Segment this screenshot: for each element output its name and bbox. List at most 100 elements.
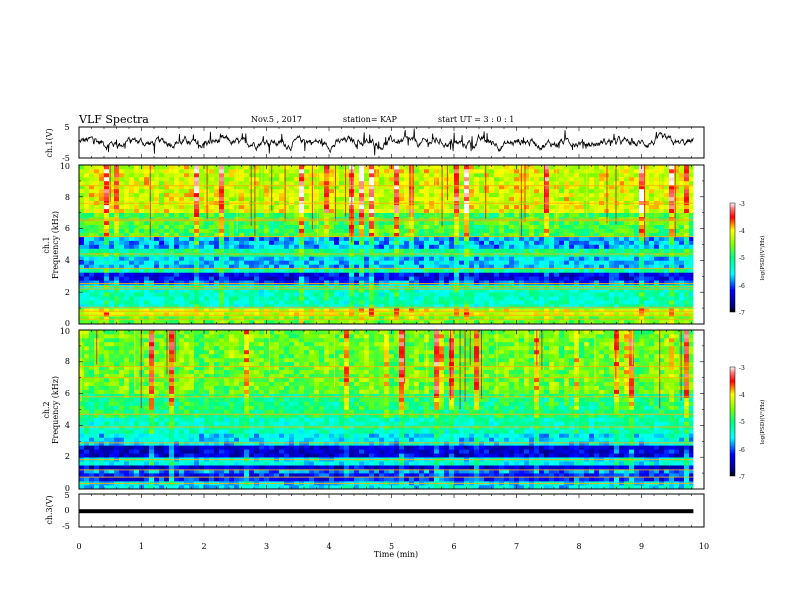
spectrogram-cell bbox=[204, 312, 209, 317]
spectrogram-cell bbox=[549, 304, 554, 309]
spectrogram-cell bbox=[359, 224, 364, 229]
spectrogram-cell bbox=[669, 252, 674, 257]
spectrogram-cell bbox=[299, 304, 304, 309]
spectrogram-cell bbox=[644, 188, 649, 194]
spectrogram-cell bbox=[459, 248, 464, 253]
spectrogram-cell bbox=[424, 256, 429, 261]
spectrogram-cell bbox=[334, 308, 339, 313]
spectrogram-cell bbox=[379, 236, 384, 241]
spectrogram-cell bbox=[354, 196, 359, 202]
spectrogram-cell bbox=[309, 268, 314, 273]
spectrogram-cell bbox=[154, 268, 159, 273]
spectrogram-cell bbox=[84, 236, 89, 241]
spectrogram-cell bbox=[424, 232, 429, 237]
spectrogram-cell bbox=[164, 288, 169, 293]
spectrogram-cell bbox=[369, 176, 374, 182]
spectrogram-cell bbox=[214, 212, 219, 217]
spectrogram-cell bbox=[419, 300, 424, 305]
spectrogram-cell bbox=[199, 244, 204, 249]
spectrogram-cell bbox=[239, 192, 244, 198]
spectrogram-cell bbox=[229, 169, 234, 174]
spectrogram-cell bbox=[404, 165, 409, 170]
spectrogram-cell bbox=[494, 176, 499, 182]
spectrogram-cell bbox=[394, 180, 399, 186]
spectrogram-cell bbox=[339, 212, 344, 217]
spectrogram-cell bbox=[319, 165, 324, 170]
spectrogram-cell bbox=[689, 292, 694, 297]
spectrogram-cell bbox=[429, 240, 434, 245]
spectrogram-cell bbox=[314, 192, 319, 198]
spectrogram-cell bbox=[254, 292, 259, 297]
spectrogram-cell bbox=[259, 272, 264, 277]
spectrogram-cell bbox=[284, 276, 289, 281]
spectrogram-cell bbox=[379, 320, 384, 325]
spectrogram-cell bbox=[214, 296, 219, 301]
spectrogram-cell bbox=[629, 276, 634, 281]
spectrogram-cell bbox=[309, 292, 314, 297]
spectrogram-cell bbox=[629, 320, 634, 325]
spectrogram-cell bbox=[604, 300, 609, 305]
spectrogram-cell bbox=[209, 184, 214, 190]
ch1-spectrogram-image bbox=[79, 165, 694, 325]
spectrogram-cell bbox=[499, 300, 504, 305]
spectrogram-cell bbox=[579, 232, 584, 237]
spectrogram-cell bbox=[524, 192, 529, 198]
spectrogram-cell bbox=[274, 172, 279, 178]
spectrogram-cell bbox=[289, 240, 294, 245]
spectrogram-cell bbox=[424, 204, 429, 210]
spectrogram-cell bbox=[344, 256, 349, 261]
spectrogram-cell bbox=[184, 204, 189, 210]
spectrogram-cell bbox=[149, 308, 154, 313]
spectrogram-cell bbox=[279, 228, 284, 233]
spectrogram-cell bbox=[629, 308, 634, 313]
spectrogram-cell bbox=[409, 312, 414, 317]
spectrogram-cell bbox=[549, 228, 554, 233]
spectrogram-cell bbox=[409, 300, 414, 305]
spectrogram-cell bbox=[489, 172, 494, 178]
spectrogram-cell bbox=[474, 300, 479, 305]
spectrogram-cell bbox=[89, 224, 94, 229]
spectrogram-cell bbox=[599, 176, 604, 182]
spectrogram-cell bbox=[424, 308, 429, 313]
spectrogram-cell bbox=[354, 228, 359, 233]
spectrogram-cell bbox=[539, 169, 544, 174]
spectrogram-cell bbox=[244, 276, 249, 281]
spectrogram-cell bbox=[374, 224, 379, 229]
spectrogram-cell bbox=[524, 260, 529, 265]
spectrogram-cell bbox=[144, 176, 149, 182]
spectrogram-cell bbox=[344, 300, 349, 305]
spectrogram-cell bbox=[224, 276, 229, 281]
spectrogram-cell bbox=[149, 272, 154, 277]
spectrogram-cell bbox=[599, 208, 604, 213]
spectrogram-cell bbox=[514, 204, 519, 210]
spectrogram-cell bbox=[109, 304, 114, 309]
spectrogram-cell bbox=[294, 320, 299, 325]
spectrogram-cell bbox=[474, 165, 479, 170]
spectrogram-cell bbox=[184, 280, 189, 285]
spectrogram-cell bbox=[179, 268, 184, 273]
spectrogram-cell bbox=[434, 204, 439, 210]
spectrogram-cell bbox=[559, 240, 564, 245]
spectrogram-cell bbox=[434, 292, 439, 297]
spectrogram-cell bbox=[334, 188, 339, 194]
spectrogram-cell bbox=[354, 256, 359, 261]
spectrogram-cell bbox=[659, 208, 664, 213]
spectrogram-cell bbox=[394, 165, 399, 170]
spectrogram-cell bbox=[114, 192, 119, 198]
spectrogram-cell bbox=[564, 268, 569, 273]
spectrogram-burst bbox=[446, 165, 448, 201]
spectrogram-cell bbox=[549, 220, 554, 225]
spectrogram-cell bbox=[84, 169, 89, 174]
spectrogram-cell bbox=[189, 280, 194, 285]
spectrogram-cell bbox=[199, 169, 204, 174]
spectrogram-cell bbox=[304, 208, 309, 213]
spectrogram-cell bbox=[569, 240, 574, 245]
spectrogram-cell bbox=[349, 264, 354, 269]
spectrogram-cell bbox=[204, 165, 209, 170]
spectrogram-cell bbox=[259, 264, 264, 269]
spectrogram-cell bbox=[439, 276, 444, 281]
spectrogram-cell bbox=[564, 256, 569, 261]
spectrogram-cell bbox=[89, 288, 94, 293]
spectrogram-cell bbox=[559, 236, 564, 241]
spectrogram-cell bbox=[434, 196, 439, 202]
